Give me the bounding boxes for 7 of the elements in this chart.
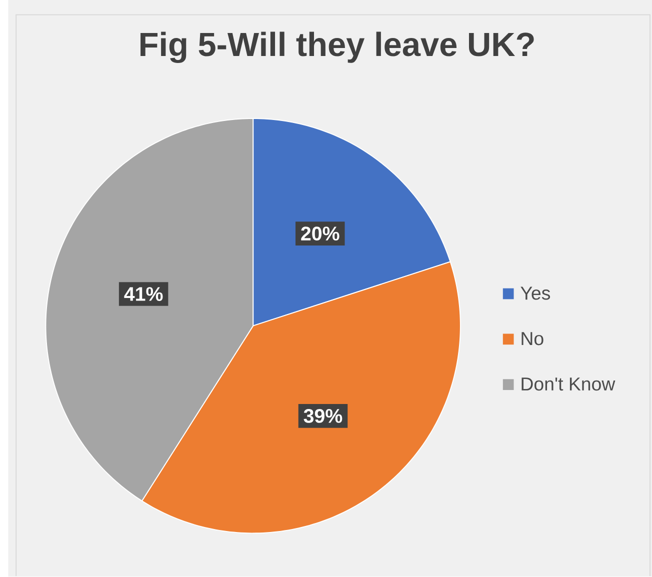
- data-label: 39%: [304, 409, 342, 424]
- legend-label: Yes: [520, 286, 550, 300]
- data-label: 20%: [301, 226, 340, 241]
- chart-title: Fig 5-Will they leave UK?: [140, 32, 534, 64]
- legend-label: No: [522, 332, 544, 346]
- legend-label: Don't Know: [522, 378, 616, 391]
- data-label: 41%: [124, 287, 163, 302]
